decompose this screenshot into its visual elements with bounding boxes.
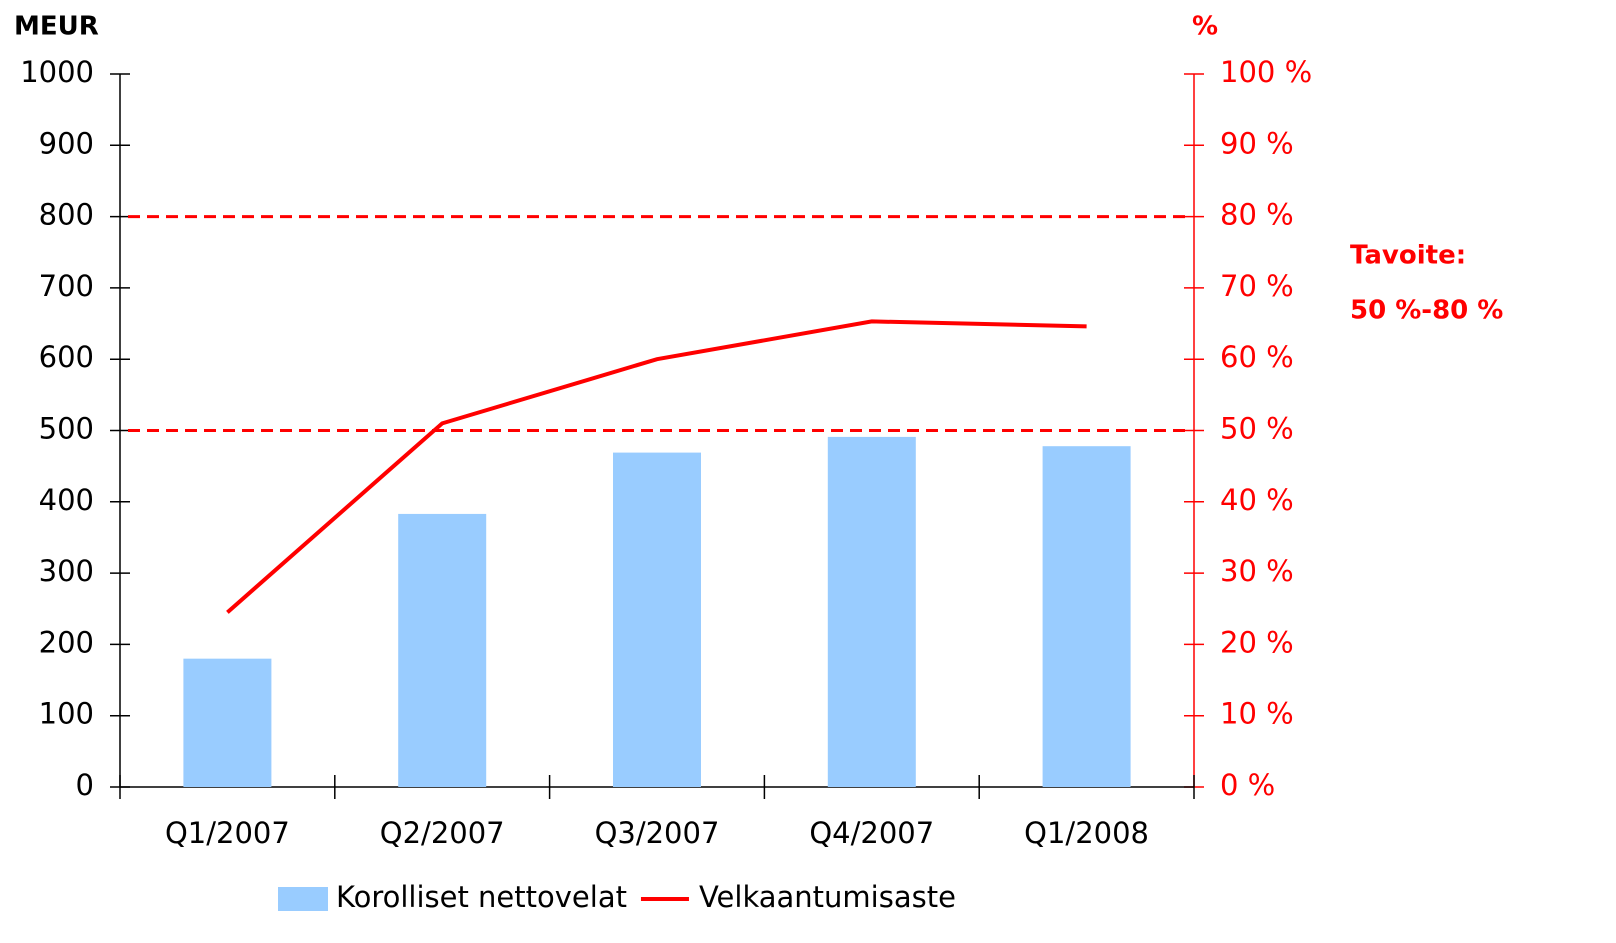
x-tick-label: Q1/2007 [165,816,290,850]
y2-tick-label: 50 % [1220,412,1294,446]
bar [398,513,487,787]
annotation: 50 %-80 % [1350,296,1503,326]
y-tick-label: 600 [39,340,94,374]
x-tick-label: Q2/2007 [380,816,505,850]
legend-label: Korolliset nettovelat [336,880,627,914]
y2-tick-label: 30 % [1220,554,1294,588]
bar [183,658,272,787]
x-tick-label: Q1/2008 [1024,816,1149,850]
y2-tick-label: 60 % [1220,340,1294,374]
y-tick-label: 500 [39,412,94,446]
y-tick-label: 900 [39,126,94,160]
y-tick-label: 1000 [20,55,94,89]
y2-axis-title: % [1192,12,1218,42]
y2-tick-label: 40 % [1220,483,1294,517]
y-tick-label: 400 [39,483,94,517]
y2-tick-label: 80 % [1220,198,1294,232]
x-tick-label: Q3/2007 [595,816,720,850]
y2-tick-label: 20 % [1220,625,1294,659]
bar [613,452,701,787]
y-tick-label: 100 [39,697,94,731]
line [226,319,1087,614]
y2-tick-label: 10 % [1220,697,1294,731]
annotation: Tavoite: [1350,241,1466,271]
y-tick-label: 200 [39,625,94,659]
legend-swatch [278,887,328,911]
y2-tick-label: 90 % [1220,126,1294,160]
bar [827,436,916,787]
x-tick-label: Q4/2007 [809,816,934,850]
y-tick-label: 0 [76,768,94,802]
y2-tick-label: 100 % [1220,55,1312,89]
y-tick-label: 800 [39,198,94,232]
bar [1042,446,1131,787]
y2-tick-label: 70 % [1220,269,1294,303]
y-tick-label: 300 [39,554,94,588]
y-tick-label: 700 [39,269,94,303]
legend-label: Velkaantumisaste [699,880,956,914]
y-axis-title: MEUR [14,12,99,42]
y2-tick-label: 0 % [1220,768,1275,802]
